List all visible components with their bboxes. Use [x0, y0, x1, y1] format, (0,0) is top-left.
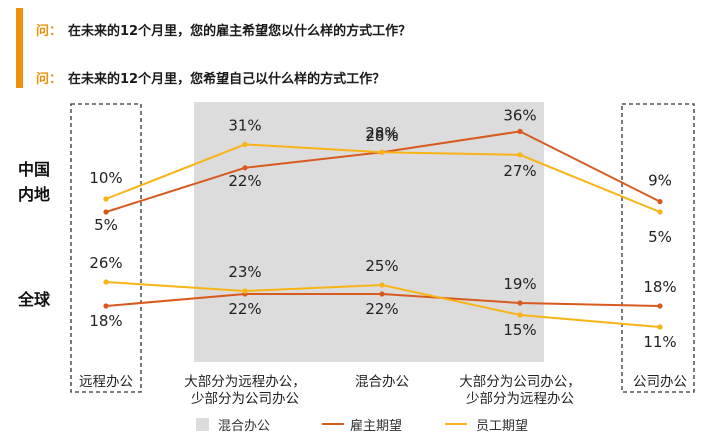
data-point-employee — [103, 196, 109, 202]
data-point-employee — [517, 152, 523, 158]
data-point-employer — [103, 209, 109, 215]
data-label-employer: 5% — [94, 216, 118, 234]
data-point-employer — [242, 165, 248, 171]
question-text: 在未来的12个月里，您的雇主希望您以什么样的方式工作？ — [68, 24, 412, 39]
data-point-employee — [657, 324, 663, 330]
legend-swatch-employee — [445, 423, 467, 425]
data-label-employer: 36% — [503, 106, 536, 124]
question-prefix: 问： — [36, 72, 63, 87]
data-label-employee: 25% — [365, 257, 398, 275]
data-point-employer — [379, 291, 385, 297]
legend-label-employee: 员工期望 — [476, 419, 529, 434]
category-label: 少部分为远程办公 — [466, 391, 574, 407]
data-label-employee: 15% — [503, 321, 536, 339]
question-prefix: 问： — [36, 24, 63, 39]
category-label: 公司办公 — [633, 374, 687, 390]
group-label: 内地 — [18, 185, 50, 204]
data-label-employer: 22% — [228, 172, 261, 190]
data-label-employer: 18% — [89, 312, 122, 330]
data-point-employee — [242, 288, 248, 294]
category-label: 远程办公 — [79, 374, 133, 390]
group-label: 中国 — [18, 160, 50, 179]
data-point-employee — [517, 312, 523, 318]
data-label-employee: 26% — [89, 254, 122, 272]
data-point-employer — [517, 300, 523, 306]
question-accent-bar — [16, 8, 23, 88]
category-label: 混合办公 — [355, 374, 409, 390]
data-point-employer — [657, 199, 663, 205]
data-point-employee — [379, 149, 385, 155]
data-label-employer: 9% — [648, 172, 672, 190]
data-label-employee: 11% — [643, 333, 676, 351]
office-box — [621, 103, 695, 393]
data-point-employer — [103, 303, 109, 309]
legend-swatch-employer — [322, 423, 344, 425]
data-label-employee: 5% — [648, 228, 672, 246]
question-employee: 问： 在未来的12个月里，您希望自己以什么样的方式工作？ — [36, 68, 385, 87]
category-label: 少部分为公司办公 — [191, 391, 299, 407]
group-label: 全球 — [17, 290, 51, 309]
data-label-employer: 19% — [503, 275, 536, 293]
data-label-employer: 28% — [365, 127, 398, 145]
data-label-employer: 22% — [228, 300, 261, 318]
question-employer: 问： 在未来的12个月里，您的雇主希望您以什么样的方式工作？ — [36, 20, 411, 39]
data-point-employer — [517, 128, 523, 134]
data-label-employee: 10% — [89, 169, 122, 187]
data-label-employer: 22% — [365, 300, 398, 318]
legend-label-band: 混合办公 — [218, 419, 271, 434]
data-label-employee: 31% — [228, 116, 261, 134]
legend-label-employer: 雇主期望 — [350, 419, 403, 434]
data-point-employee — [103, 279, 109, 285]
data-label-employee: 27% — [503, 162, 536, 180]
data-point-employer — [657, 303, 663, 309]
remote-box — [70, 103, 142, 393]
data-label-employer: 18% — [643, 278, 676, 296]
category-label: 大部分为远程办公， — [184, 374, 306, 390]
data-point-employee — [379, 282, 385, 288]
data-point-employee — [657, 209, 663, 215]
data-point-employee — [242, 141, 248, 147]
legend-swatch-band — [196, 418, 209, 431]
data-label-employee: 28% — [365, 124, 398, 142]
category-label: 大部分为公司办公， — [459, 374, 581, 390]
data-label-employee: 23% — [228, 263, 261, 281]
question-text: 在未来的12个月里，您希望自己以什么样的方式工作？ — [68, 72, 386, 87]
